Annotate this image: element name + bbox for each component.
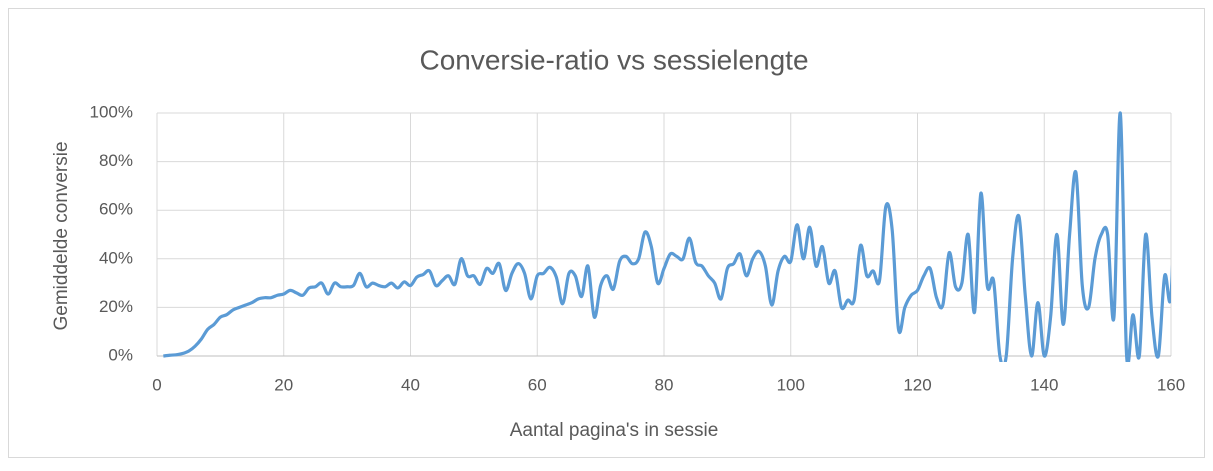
x-tick-label: 0 — [152, 375, 161, 394]
y-tick-label: 0% — [108, 345, 133, 364]
y-axis-title: Gemiddelde conversie — [51, 141, 72, 330]
x-tick-label: 80 — [655, 375, 674, 394]
data-line — [163, 111, 1171, 362]
x-tick-label: 60 — [528, 375, 547, 394]
x-tick-label: 100 — [777, 375, 805, 394]
x-tick-label: 140 — [1030, 375, 1058, 394]
x-tick-label: 160 — [1157, 375, 1185, 394]
y-tick-label: 60% — [99, 200, 133, 219]
y-tick-label: 40% — [99, 248, 133, 267]
y-tick-label: 80% — [99, 151, 133, 170]
y-tick-label: 100% — [90, 102, 133, 121]
x-axis-title: Aantal pagina's in sessie — [510, 420, 719, 441]
x-tick-label: 40 — [401, 375, 420, 394]
chart-border — [8, 8, 1205, 458]
y-tick-label: 20% — [99, 297, 133, 316]
x-tick-label: 120 — [903, 375, 931, 394]
chart-title: Conversie-ratio vs sessielengte — [419, 44, 808, 75]
x-tick-label: 20 — [274, 375, 293, 394]
